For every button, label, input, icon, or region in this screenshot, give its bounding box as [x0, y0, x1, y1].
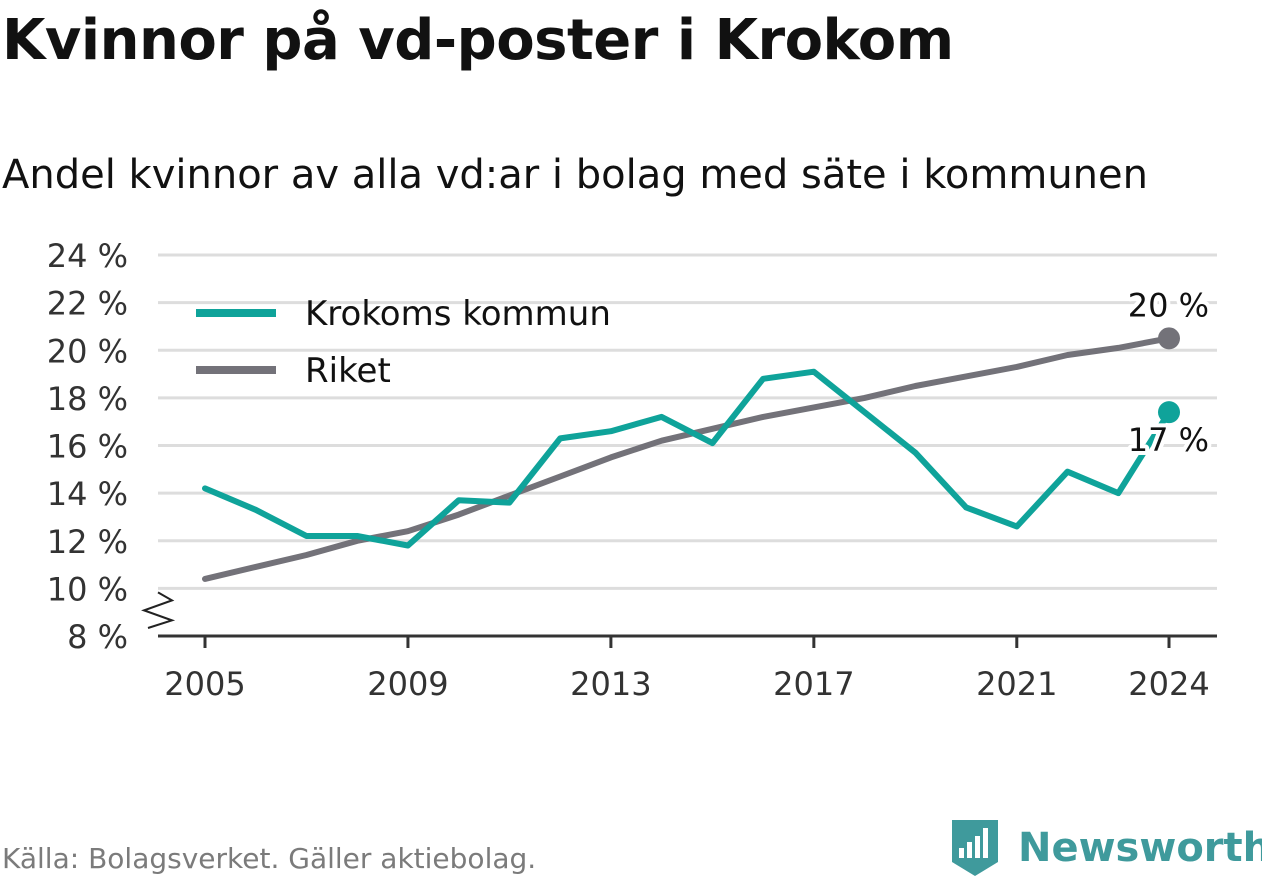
brand-name: Newsworthy [1018, 825, 1262, 871]
chart-subtitle: Andel kvinnor av alla vd:ar i bolag med … [2, 152, 1148, 198]
end-label: 17 % [1128, 421, 1209, 459]
y-tick-label: 8 % [67, 618, 128, 656]
end-label-halo: 17 % [1128, 421, 1209, 459]
end-marker [1158, 401, 1180, 424]
x-tick-label: 2017 [773, 665, 854, 703]
y-tick-label: 16 % [47, 428, 128, 466]
x-tick-label: 2005 [164, 665, 245, 703]
y-tick-label: 12 % [47, 523, 128, 561]
end-marker [1158, 327, 1180, 350]
legend-label: Krokoms kommun [305, 294, 611, 334]
y-tick-label: 14 % [47, 475, 128, 513]
gridlines [158, 253, 1217, 590]
newsworthy-logo-icon [952, 820, 998, 876]
y-tick-label: 22 % [47, 285, 128, 323]
y-tick-label: 24 % [47, 237, 128, 275]
source-note: Källa: Bolagsverket. Gäller aktiebolag. [2, 842, 537, 875]
series-lines [202, 335, 1172, 582]
y-tick-label: 10 % [47, 570, 128, 608]
series-line-krokoms-kommun [202, 368, 1172, 549]
legend-label: Riket [305, 351, 391, 391]
y-tick-label: 18 % [47, 380, 128, 418]
x-tick-label: 2024 [1128, 665, 1209, 703]
x-tick-label: 2009 [367, 665, 448, 703]
end-label: 20 % [1128, 286, 1209, 324]
chart-title: Kvinnor på vd-poster i Krokom [2, 8, 954, 73]
x-axis: 2005 2009 2013 2017 2021 2024 [158, 634, 1217, 703]
axis-break-icon [141, 591, 176, 629]
x-tick-label: 2013 [570, 665, 651, 703]
brand-logo: Newsworthy [950, 818, 1262, 878]
end-label-halo: 20 % [1128, 286, 1209, 324]
x-tick-label: 2021 [976, 665, 1057, 703]
end-labels: 17 %17 %20 %20 % [1124, 282, 1213, 463]
y-axis: 8 % 10 % 12 % 14 % 16 % 18 % 20 % 22 % 24 % [47, 237, 176, 656]
legend: Krokoms kommun Riket [196, 294, 611, 391]
y-tick-label: 20 % [47, 332, 128, 370]
